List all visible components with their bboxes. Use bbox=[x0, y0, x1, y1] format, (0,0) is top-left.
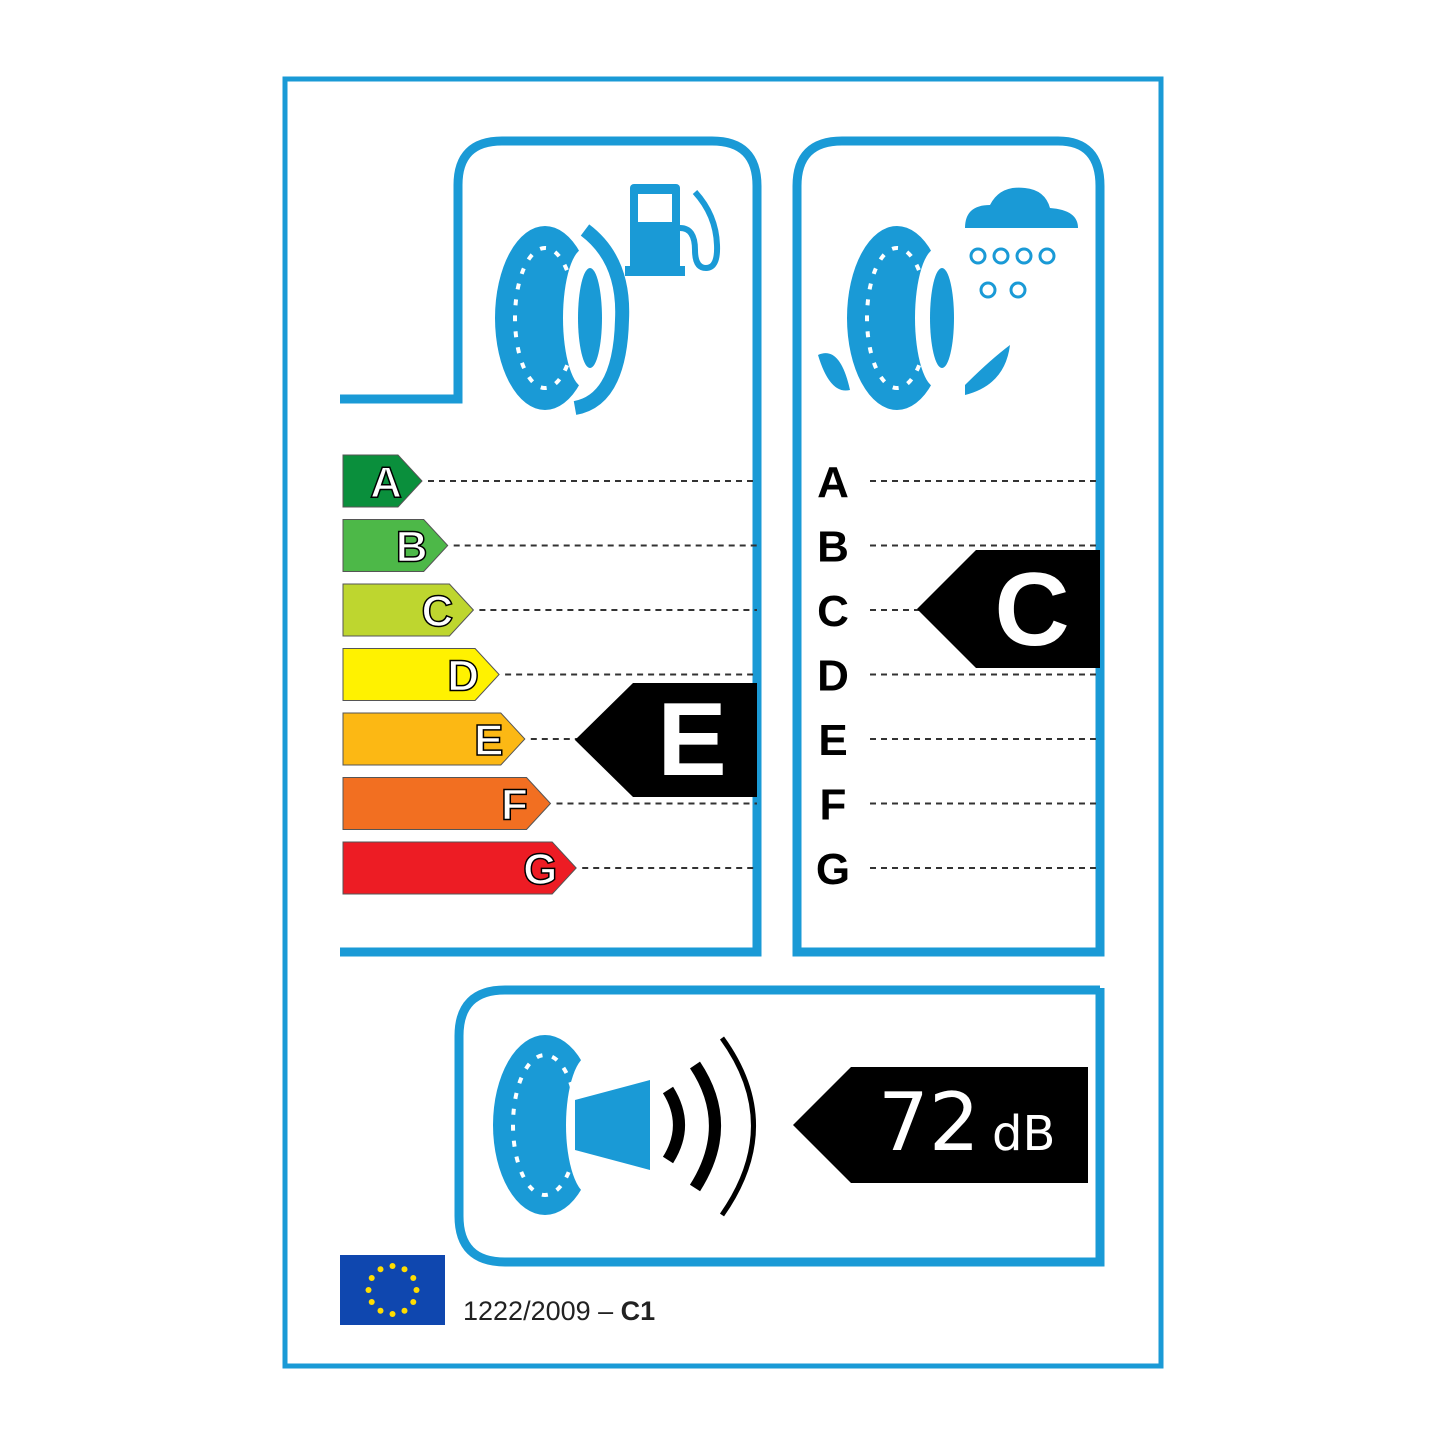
fuel-class-f: F bbox=[342, 777, 757, 830]
fuel-class-g: G bbox=[342, 841, 757, 895]
regulation-number: 1222/2009 – bbox=[463, 1296, 613, 1326]
wet-grip-class-b: B bbox=[817, 523, 1100, 572]
sound-waves-icon bbox=[662, 1036, 756, 1217]
class-letter: C bbox=[817, 587, 849, 636]
class-arrow bbox=[342, 648, 500, 701]
class-letter: G bbox=[523, 845, 557, 894]
class-arrow bbox=[342, 519, 449, 572]
fuel-class-e: E bbox=[342, 712, 757, 766]
class-arrow bbox=[342, 583, 475, 637]
wet-grip-rating-letter: C bbox=[994, 552, 1069, 668]
class-arrow bbox=[342, 777, 552, 830]
tire-icon bbox=[818, 226, 1010, 410]
fuel-class-b: B bbox=[342, 519, 757, 572]
wet-grip-class-e: E bbox=[818, 716, 1100, 765]
wet-grip-class-f: F bbox=[820, 781, 1100, 830]
fuel-class-c: C bbox=[342, 583, 757, 637]
class-letter: G bbox=[816, 845, 850, 894]
noise-indicator: 72 dB bbox=[793, 1067, 1088, 1183]
noise-panel-frame bbox=[454, 985, 1105, 1267]
svg-text:1222/2009 – C1: 1222/2009 – C1 bbox=[463, 1296, 655, 1326]
wet-grip-class-a: A bbox=[817, 458, 1100, 507]
noise-value: 72 bbox=[878, 1076, 980, 1169]
class-letter: F bbox=[501, 781, 528, 830]
wet-grip-panel-frame bbox=[792, 136, 1105, 957]
fuel-pump-icon bbox=[625, 184, 721, 276]
noise-unit: dB bbox=[992, 1106, 1055, 1162]
icons bbox=[493, 184, 1078, 1217]
fuel-rating-indicator: E bbox=[575, 682, 757, 798]
class-letter: E bbox=[474, 716, 503, 765]
class-letter: F bbox=[820, 781, 847, 830]
wet-grip-class-d: D bbox=[817, 652, 1100, 701]
wet-grip-class-g: G bbox=[816, 845, 1100, 894]
class-letter: A bbox=[370, 458, 402, 507]
class-letter: B bbox=[817, 523, 849, 572]
rain-cloud-icon bbox=[965, 187, 1078, 299]
class-letter: E bbox=[818, 716, 847, 765]
tyre-class: C1 bbox=[621, 1296, 656, 1326]
class-letter: B bbox=[396, 523, 428, 572]
class-arrow bbox=[342, 841, 577, 895]
class-letter: D bbox=[817, 652, 849, 701]
fuel-panel-frame bbox=[340, 136, 762, 957]
tire-icon bbox=[493, 1035, 650, 1215]
class-letter: D bbox=[447, 652, 479, 701]
fuel-class-d: D bbox=[342, 648, 757, 701]
wet-grip-rating-indicator: C bbox=[917, 550, 1100, 668]
class-arrow bbox=[342, 454, 423, 508]
outer-frame bbox=[282, 76, 1164, 1369]
class-arrow bbox=[342, 712, 526, 766]
eu-flag-icon bbox=[340, 1255, 445, 1325]
class-letter: C bbox=[422, 587, 454, 636]
tire-icon bbox=[495, 224, 630, 415]
fuel-rating-letter: E bbox=[657, 682, 726, 798]
fuel-class-a: A bbox=[342, 454, 757, 508]
class-letter: A bbox=[817, 458, 849, 507]
